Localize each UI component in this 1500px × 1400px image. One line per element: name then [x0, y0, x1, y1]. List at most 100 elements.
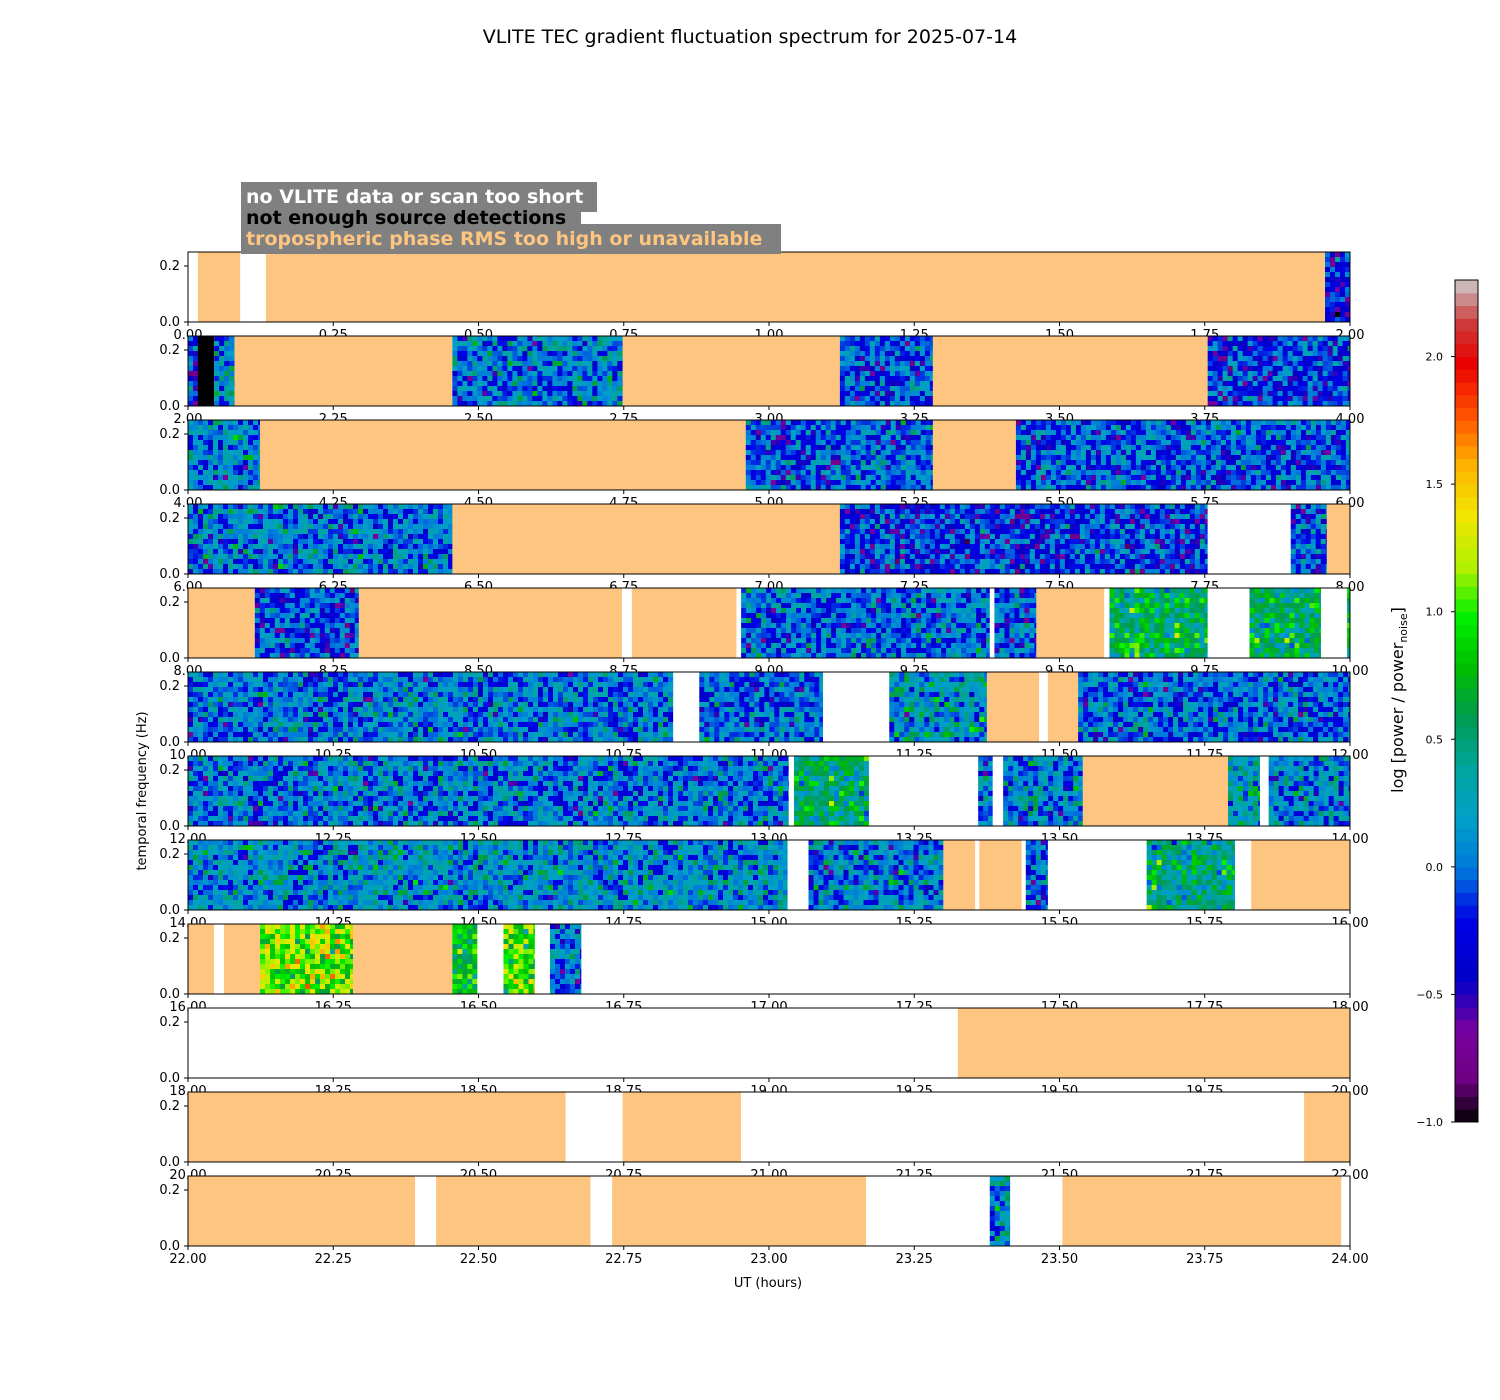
tropo-segment [1036, 588, 1105, 658]
data-block [260, 924, 354, 995]
nodata-segment [188, 252, 198, 322]
tropo-segment [265, 252, 1326, 322]
colorbar-tick-label: 2.0 [1426, 351, 1444, 364]
y-tick-label: 0.0 [159, 315, 180, 330]
tropo-segment [932, 336, 1208, 406]
data-block [699, 672, 824, 743]
nodata-segment [673, 672, 700, 742]
nodata-segment [581, 924, 1350, 994]
y-tick-label: 0.2 [159, 679, 180, 694]
panel-5: 0.00.28.00 8.25 8.50 8.75 9.00 9.25 9.50 9.75 10… [159, 587, 1369, 679]
tropo-segment [1047, 672, 1079, 742]
y-tick-label: 0.0 [159, 987, 180, 1002]
data-block [1347, 588, 1351, 659]
nodata-segment [1104, 588, 1110, 658]
data-block [1227, 756, 1261, 827]
tropo-segment [1062, 1176, 1342, 1246]
colorbar-tick-label: −1.0 [1416, 1116, 1443, 1129]
nodata-segment [1341, 1176, 1350, 1246]
y-axis-label: temporal frequency (Hz) [135, 711, 150, 870]
nodata-segment [240, 252, 266, 322]
colorbar-frame [1454, 279, 1479, 1123]
tropo-segment [188, 1176, 416, 1246]
y-tick-label: 0.2 [159, 259, 180, 274]
data-block [188, 420, 261, 491]
y-tick-label: 0.2 [159, 1099, 180, 1114]
tropo-segment [979, 840, 1022, 910]
y-tick-label: 0.0 [159, 1239, 180, 1254]
data-block [188, 672, 674, 743]
x-axis-label: UT (hours) [734, 1276, 802, 1291]
data-block [745, 420, 934, 491]
panels-group: 0.00.20.00 0.25 0.50 0.75 1.00 1.25 1.50 1.75 2.… [159, 251, 1369, 1267]
tropo-segment [986, 672, 1040, 742]
x-tick-label: 23.75 [1186, 1252, 1223, 1267]
figure-title: VLITE TEC gradient fluctuation spectrum … [483, 26, 1017, 48]
nodata-segment [590, 1176, 613, 1246]
data-block [503, 924, 536, 995]
data-block [549, 924, 582, 995]
tropo-segment [197, 252, 241, 322]
y-tick-label: 0.0 [159, 819, 180, 834]
panel-6: 0.00.210.00 10.25 10.50 10.75 11.00 11.25 11.5… [159, 671, 1369, 763]
data-block [989, 1176, 1011, 1247]
colorbar-label: log [power / powernoise] [1388, 607, 1410, 793]
data-block [214, 336, 235, 407]
nodata-segment [1259, 756, 1269, 826]
colorbar-label-main: log [power / power [1388, 642, 1407, 793]
tropo-segment [1082, 756, 1228, 826]
tropo-segment [612, 1176, 867, 1246]
panel-3: 0.00.24.00 4.25 4.50 4.75 5.00 5.25 5.50 5.75 6.… [159, 419, 1364, 511]
fewdet-segment [197, 336, 215, 406]
x-tick-label: 22.75 [605, 1252, 642, 1267]
data-block [889, 672, 988, 743]
nodata-segment [788, 756, 794, 826]
data-block [839, 504, 1209, 575]
data-block [1207, 336, 1351, 407]
data-block [452, 336, 623, 407]
data-block [1025, 840, 1049, 911]
data-block [188, 840, 788, 911]
legend-box-nodata [241, 182, 597, 212]
data-block [1109, 588, 1209, 659]
colorbar-tick-label: 1.5 [1426, 478, 1444, 491]
y-tick-label: 0.2 [159, 1183, 180, 1198]
x-tick-label: 23.25 [896, 1252, 933, 1267]
tropo-segment [1251, 840, 1350, 910]
y-tick-label: 0.2 [159, 343, 180, 358]
tropo-segment [260, 420, 746, 490]
legend-box-tropo [241, 224, 781, 254]
data-block [793, 756, 870, 827]
panel-4: 0.00.26.00 6.25 6.50 6.75 7.00 7.25 7.50 7.75 8.… [159, 503, 1364, 595]
data-block [188, 756, 790, 827]
nodata-segment [188, 1008, 958, 1078]
tropo-segment [622, 1092, 742, 1162]
data-block [1078, 672, 1351, 743]
panel-9: 0.00.216.00 16.25 16.50 16.75 17.00 17.25 17.5… [159, 923, 1369, 1015]
y-tick-label: 0.2 [159, 427, 180, 442]
tropo-segment [188, 588, 255, 658]
y-tick-label: 0.2 [159, 847, 180, 862]
y-tick-label: 0.0 [159, 483, 180, 498]
nodata-segment [622, 588, 632, 658]
data-block [1003, 756, 1084, 827]
tropo-segment [358, 588, 622, 658]
colorbar-tick-label: 0.5 [1426, 733, 1444, 746]
y-tick-label: 0.2 [159, 595, 180, 610]
x-tick-label: 23.00 [750, 1252, 787, 1267]
y-tick-label: 0.0 [159, 567, 180, 582]
legend-entry-tropo: tropospheric phase RMS too high or unava… [246, 228, 762, 250]
panel-7: 0.00.212.00 12.25 12.50 12.75 13.00 13.25 13.5… [159, 755, 1369, 847]
nodata-segment [1039, 672, 1048, 742]
x-tick-label: 22.50 [460, 1252, 497, 1267]
nodata-segment [823, 672, 890, 742]
colorbar-label-suffix: ] [1388, 607, 1407, 613]
colorbar-gradient [1455, 280, 1478, 1122]
data-block [1325, 252, 1351, 323]
legend-entry-nodata: no VLITE data or scan too short [246, 186, 583, 208]
nodata-segment [477, 924, 504, 994]
tropo-segment [1326, 504, 1350, 574]
nodata-segment [975, 840, 980, 910]
